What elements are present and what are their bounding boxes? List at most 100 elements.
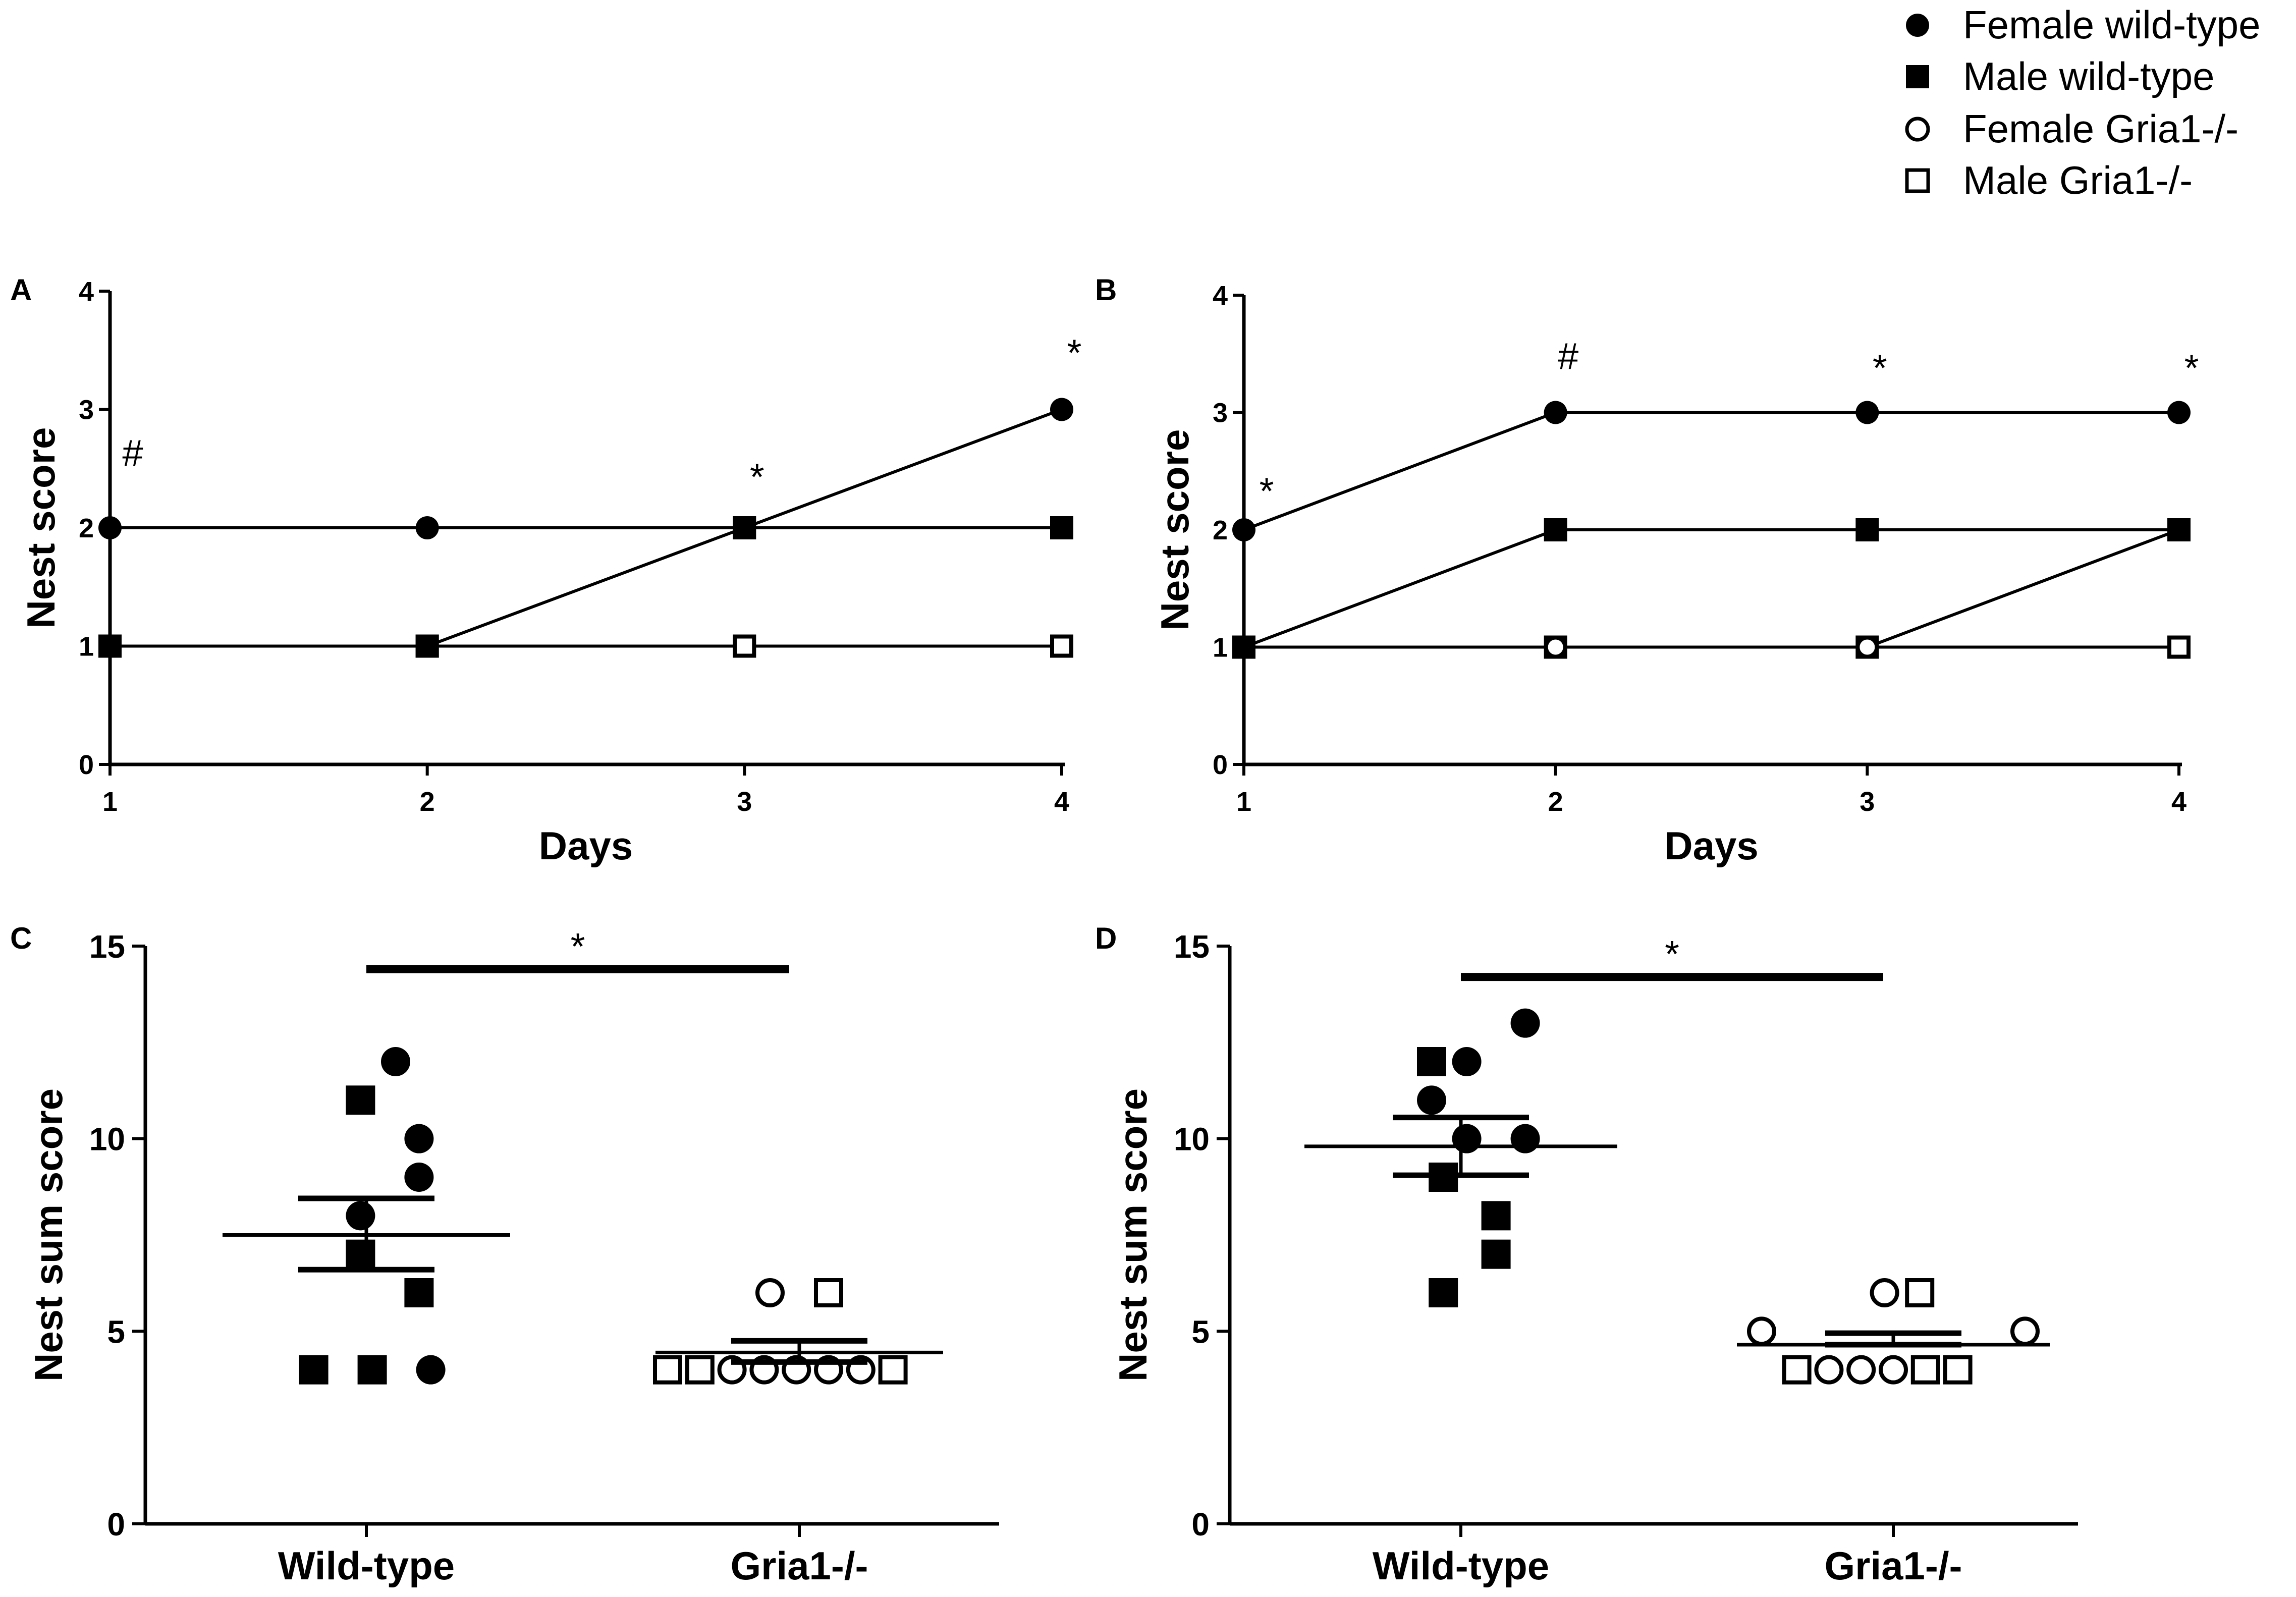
panel-a-y-tick-label: 4	[79, 277, 94, 307]
panel-b-x-tick-label: 4	[2171, 787, 2186, 817]
panel-b-point-female-gria1	[1855, 635, 1879, 659]
panel-a-series-line-female-wild-type	[110, 408, 1063, 529]
panel-a-series-line-male-wild-type	[110, 526, 1062, 648]
panel-b-x-tick-label: 1	[1236, 787, 1251, 817]
legend-label-male-gria1-ko: Male Gria1-/-	[1963, 158, 2193, 202]
panel-d-point-gria1	[1870, 1278, 1899, 1307]
panel-a-point-male-gria1	[733, 634, 756, 658]
panel-a-x-tick-label: 2	[420, 787, 435, 817]
panel-b-significance-marker: *	[2184, 347, 2199, 389]
panel-c-point-gria1	[878, 1355, 908, 1385]
panel-b-point-male-wild-type	[1855, 518, 1879, 541]
panel-a-significance-marker: *	[750, 456, 764, 498]
panel-c-y-tick-label: 0	[107, 1506, 125, 1543]
panel-b-y-tick-label: 4	[1213, 281, 1228, 311]
panel-d-y-tick-label: 15	[1174, 928, 1210, 965]
panel-letter-c: C	[10, 921, 32, 955]
panel-d-point-wild-type	[1417, 1085, 1446, 1115]
panel-a-y-tick-label: 0	[79, 750, 94, 780]
panel-c-point-wild-type	[404, 1278, 434, 1307]
panel-d-point-wild-type	[1481, 1201, 1511, 1231]
panel-b-x-axis-label: Days	[1664, 823, 1758, 868]
panel-d-point-gria1	[1879, 1355, 1908, 1385]
panel-letter-d: D	[1095, 921, 1117, 955]
panel-letter-a: A	[10, 273, 32, 307]
panel-a-y-tick-label: 2	[79, 513, 94, 543]
panel-a-x-axis-label: Days	[539, 823, 633, 868]
panel-d-point-gria1	[1905, 1278, 1935, 1307]
legend-label-female-wild-type: Female wild-type	[1963, 3, 2261, 47]
panel-a-point-male-gria1	[1050, 634, 1073, 658]
panel-c-category-label-wild-type: Wild-type	[278, 1544, 455, 1588]
panel-c-point-wild-type	[357, 1355, 387, 1385]
panel-b-point-male-gria1	[2167, 635, 2191, 659]
panel-d-point-wild-type	[1481, 1239, 1511, 1269]
panel-c-point-wild-type	[299, 1355, 329, 1385]
panel-a-point-female-wild-type	[98, 516, 122, 539]
panel-a-point-male-wild-type	[1050, 516, 1073, 539]
panel-b-point-male-wild-type	[2167, 518, 2191, 541]
legend-label-female-gria1-ko: Female Gria1-/-	[1963, 106, 2238, 151]
panel-b-series-line-female-gria1	[1244, 528, 2180, 649]
panel-c-point-wild-type	[404, 1124, 434, 1153]
panel-c-point-wild-type	[381, 1047, 410, 1076]
panel-d-point-wild-type	[1510, 1008, 1540, 1038]
panel-d-point-wild-type	[1452, 1124, 1482, 1153]
panel-c-y-tick-label: 5	[107, 1313, 125, 1350]
panel-d-category-label-gria1: Gria1-/-	[1824, 1544, 1962, 1588]
panel-d-y-axis-label: Nest sum score	[1111, 1088, 1155, 1382]
panel-b-y-tick-label: 1	[1213, 633, 1228, 663]
panel-d-y-tick-label: 5	[1191, 1313, 1210, 1350]
panel-a-significance-marker: #	[122, 432, 143, 474]
panel-b-y-tick-label: 2	[1213, 515, 1228, 545]
panel-b-point-male-wild-type	[1544, 518, 1567, 541]
panel-b-series-line-male-wild-type	[1243, 528, 2179, 649]
panel-b-point-male-wild-type	[1232, 635, 1255, 659]
panel-a-point-female-wild-type	[733, 516, 756, 539]
panel-b-significance-marker: *	[1260, 470, 1274, 512]
legend-marker-female-wild-type	[1906, 14, 1929, 37]
panel-b-y-axis-label: Nest score	[1153, 429, 1197, 631]
legend-marker-female-gria1-ko	[1905, 117, 1930, 142]
legend-marker-male-wild-type	[1906, 65, 1929, 88]
panel-c-point-gria1	[685, 1355, 715, 1385]
panel-a-point-male-wild-type	[415, 634, 439, 658]
panel-d-point-gria1	[1910, 1355, 1940, 1385]
panel-c-y-tick-label: 10	[89, 1121, 125, 1158]
panel-c-scatter-chart: 0 5 10 15 Wild-type Gria1-/- Nest sum score *	[26, 925, 999, 1588]
panel-d-point-gria1	[1782, 1355, 1812, 1385]
panel-a-significance-marker: *	[1067, 332, 1082, 373]
panel-d-category-label-wild-type: Wild-type	[1373, 1544, 1549, 1588]
panel-d-y-tick-label: 0	[1191, 1506, 1210, 1543]
panel-d-point-gria1	[1846, 1355, 1876, 1385]
panel-b-x-tick-label: 2	[1548, 787, 1563, 817]
legend-label-male-wild-type: Male wild-type	[1963, 54, 2215, 98]
panel-c-point-wild-type	[346, 1085, 375, 1115]
panel-b-significance-marker: #	[1558, 335, 1578, 377]
panel-d-significance-marker: *	[1665, 933, 1679, 975]
panel-b-point-female-wild-type	[1232, 518, 1255, 541]
panel-b-point-female-wild-type	[2167, 401, 2191, 424]
panel-a-point-female-wild-type	[1050, 398, 1073, 421]
panel-b-y-tick-label: 0	[1213, 750, 1228, 780]
panel-d-point-wild-type	[1452, 1047, 1482, 1076]
panel-d-point-gria1	[1943, 1355, 1973, 1385]
panel-a-y-tick-label: 1	[79, 632, 94, 662]
panel-c-point-gria1	[755, 1278, 785, 1307]
panel-b-point-female-wild-type	[1855, 401, 1879, 424]
panel-a-point-male-wild-type	[98, 634, 122, 658]
legend-marker-male-gria1-ko	[1905, 168, 1930, 193]
panel-b-x-tick-label: 3	[1860, 787, 1875, 817]
panel-c-point-gria1	[814, 1278, 843, 1307]
panel-c-point-gria1	[653, 1355, 682, 1385]
panel-d-point-gria1	[2010, 1316, 2040, 1346]
panel-c-point-wild-type	[416, 1355, 446, 1385]
panel-d-scatter-chart: 0 5 10 15 Wild-type Gria1-/- Nest sum score *	[1111, 928, 2078, 1588]
panel-a-point-female-wild-type	[415, 516, 439, 539]
panel-a-x-tick-label: 3	[737, 787, 752, 817]
legend: Female wild-type Male wild-type Female G…	[1905, 3, 2261, 202]
panel-c-significance-marker: *	[571, 925, 585, 967]
panel-d-point-wild-type	[1429, 1278, 1458, 1307]
